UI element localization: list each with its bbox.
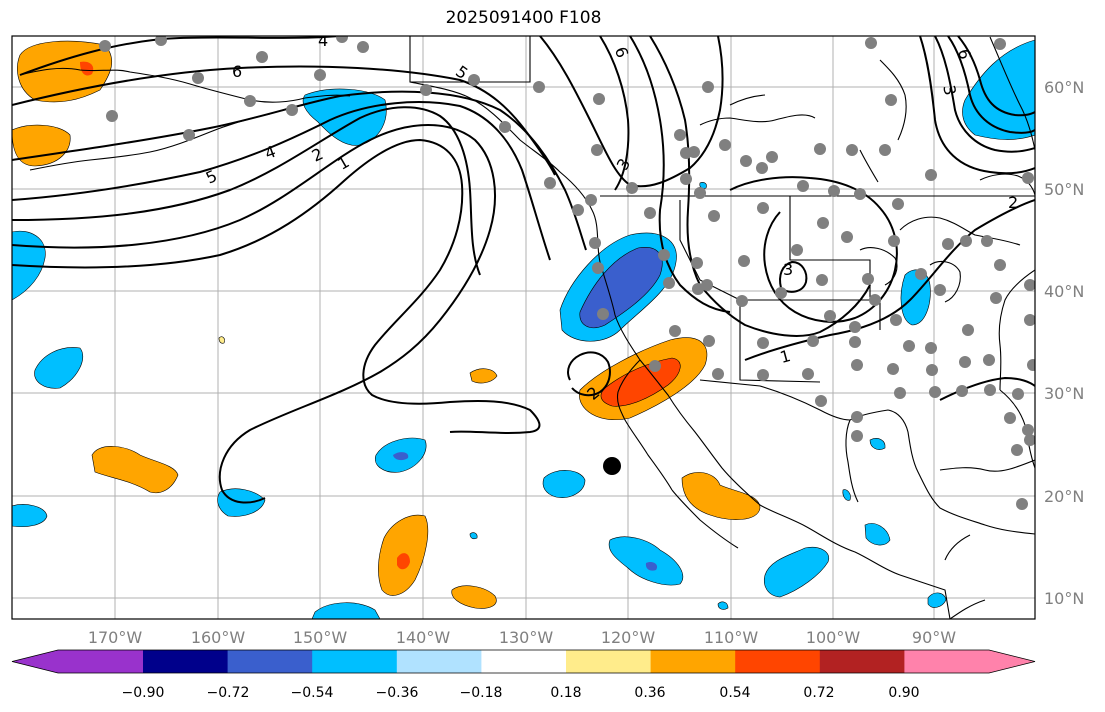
lon-tick-label: 100°W: [806, 628, 861, 647]
colorbar-swatch: [735, 650, 821, 673]
colorbar-label: −0.72: [207, 685, 250, 701]
negative-anomaly-area: [608, 536, 684, 586]
contour-label: 3: [939, 84, 959, 97]
colorbar-label: 0.18: [550, 685, 581, 701]
contour-label: 4: [318, 31, 328, 50]
positive-anomaly-area: [218, 336, 225, 344]
storm-center-marker: [603, 457, 621, 475]
negative-anomaly-area: [927, 592, 947, 608]
negative-anomaly-area: [12, 504, 48, 527]
lat-tick-label: 60°N: [1044, 78, 1084, 97]
colorbar-label: 0.90: [888, 685, 919, 701]
lon-tick-label: 120°W: [601, 628, 656, 647]
positive-anomaly-area: [17, 40, 113, 103]
lat-tick-labels: 60°N 50°N 40°N 30°N 20°N 10°N: [1044, 78, 1084, 608]
negative-anomaly-area: [717, 601, 729, 610]
colorbar-swatch: [143, 650, 229, 673]
positive-anomaly-area: [91, 446, 179, 494]
contour-label: 6: [611, 44, 632, 60]
negative-anomaly-area: [542, 470, 586, 498]
shaded-anomalies: [12, 39, 1035, 619]
lat-tick-label: 20°N: [1044, 487, 1084, 506]
map-frame: [11, 35, 1036, 620]
colorbar-swatch: [396, 650, 482, 673]
contour-label: 2: [1008, 193, 1018, 212]
negative-anomaly-area: [869, 438, 886, 450]
negative-anomaly-area: [34, 347, 84, 389]
lat-tick-label: 10°N: [1044, 589, 1084, 608]
contour-label: 1: [778, 346, 793, 367]
colorbar-label: 0.36: [634, 685, 665, 701]
positive-anomaly-area: [600, 357, 681, 407]
colorbar-label: 0.54: [719, 685, 750, 701]
contour-label: 6: [954, 48, 974, 61]
lon-tick-labels: 170°W 160°W 150°W 140°W 130°W 120°W 110°…: [88, 628, 956, 647]
colorbar-label: −0.36: [376, 685, 419, 701]
negative-anomaly-area: [699, 182, 707, 189]
contour-label: 1: [334, 152, 352, 174]
colorbar-swatch: [650, 650, 736, 673]
negative-anomaly-area: [579, 247, 663, 329]
colorbar-swatch: [566, 650, 652, 673]
colorbar-swatch: [58, 650, 143, 673]
positive-anomaly-area: [12, 124, 71, 167]
colorbar-swatch: [904, 650, 989, 673]
lon-tick-label: 90°W: [912, 628, 956, 647]
contour-label: 5: [203, 166, 220, 188]
negative-anomaly-area: [393, 452, 409, 461]
lat-tick-label: 40°N: [1044, 282, 1084, 301]
negative-anomaly-area: [900, 269, 931, 326]
colorbar-label: −0.54: [291, 685, 334, 701]
positive-anomaly-area: [681, 472, 761, 520]
positive-anomaly-area: [80, 61, 94, 76]
colorbar-extend-min: [12, 650, 58, 673]
contour-label: 6: [232, 62, 242, 81]
negative-anomaly-area: [842, 489, 851, 501]
lon-tick-label: 130°W: [499, 628, 554, 647]
lon-tick-label: 150°W: [293, 628, 348, 647]
lon-tick-label: 140°W: [396, 628, 451, 647]
negative-anomaly-area: [469, 532, 478, 540]
negative-anomaly-area: [645, 561, 658, 571]
colorbar-swatch: [312, 650, 398, 673]
colorbar-outline: [11, 649, 1036, 674]
lon-tick-label: 170°W: [88, 628, 143, 647]
colorbar-label: −0.90: [122, 685, 165, 701]
colorbar-labels: −0.90 −0.72 −0.54 −0.36 −0.18 0.18 0.36 …: [122, 685, 920, 701]
negative-anomaly-area: [763, 547, 830, 598]
colorbar-label: −0.18: [460, 685, 503, 701]
colorbar-swatch: [819, 650, 905, 673]
negative-anomaly-area: [864, 523, 891, 546]
station-markers: [99, 36, 1035, 510]
contour-label: 3: [783, 260, 793, 279]
contour-lines: [12, 36, 1035, 504]
colorbar-extend-max: [989, 650, 1035, 673]
positive-anomaly-area: [469, 368, 498, 384]
negative-anomaly-area: [302, 88, 387, 146]
negative-anomaly-area: [311, 602, 381, 619]
positive-anomaly-area: [451, 585, 497, 609]
map-title: 2025091400 F108: [445, 8, 602, 28]
colorbar-swatch: [481, 650, 567, 673]
lon-tick-label: 160°W: [191, 628, 246, 647]
colorbar-swatch: [227, 650, 313, 673]
colorbar: [11, 649, 1036, 674]
lat-tick-label: 50°N: [1044, 180, 1084, 199]
lon-tick-label: 110°W: [704, 628, 759, 647]
lat-tick-label: 30°N: [1044, 384, 1084, 403]
contour-label: 2: [309, 144, 326, 166]
colorbar-label: 0.72: [803, 685, 834, 701]
positive-anomaly-area: [397, 553, 410, 570]
